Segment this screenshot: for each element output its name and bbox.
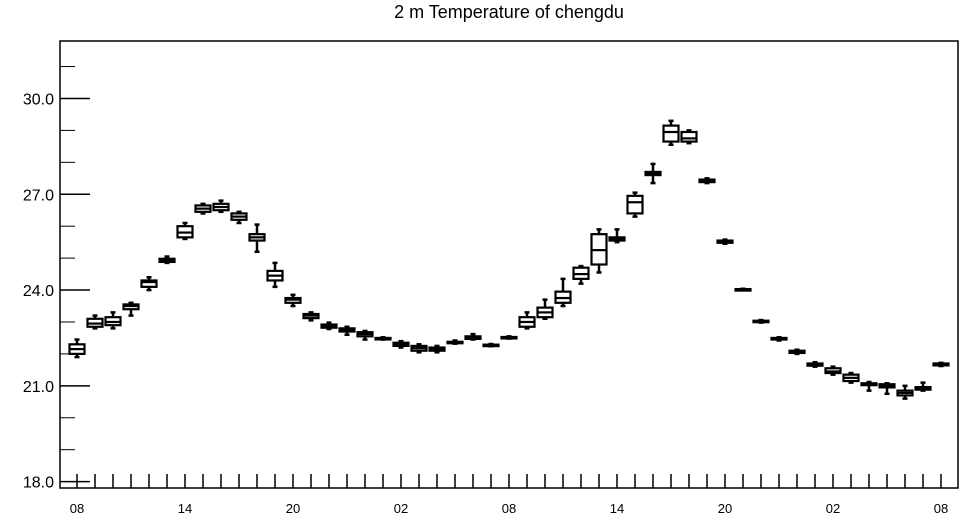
box-series (68, 119, 950, 400)
y-axis: 18.0 21.0 24.0 27.0 30.0 (23, 91, 90, 492)
box-body (662, 124, 680, 143)
box-16 (356, 329, 374, 341)
chart-title: 2 m Temperature of chengdu (394, 2, 624, 22)
box-4 (140, 276, 158, 292)
box-33 (662, 119, 680, 147)
box-body (140, 279, 158, 288)
x-tick-label: 14 (178, 501, 192, 516)
y-tick-label: 27.0 (23, 187, 54, 204)
x-tick-label: 02 (394, 501, 408, 516)
box-43 (842, 371, 860, 384)
box-31 (626, 191, 644, 218)
plot-frame (59, 40, 959, 489)
box-42 (824, 365, 842, 376)
y-tick-label: 18.0 (23, 475, 54, 492)
box-30 (608, 228, 626, 244)
box-14 (320, 321, 338, 331)
box-28 (572, 264, 590, 285)
box-37 (734, 287, 752, 292)
box-39 (770, 336, 788, 342)
x-tick-label: 14 (610, 501, 624, 516)
x-axis: 08 14 20 02 08 14 20 02 08 (70, 474, 948, 516)
box-32 (644, 162, 662, 185)
box-36 (716, 238, 734, 245)
box-26 (536, 298, 554, 321)
box-3 (122, 301, 140, 317)
box-8 (212, 199, 230, 214)
box-18 (392, 339, 410, 349)
y-tick-label: 21.0 (23, 379, 54, 396)
box-10 (248, 223, 266, 253)
box-21 (446, 339, 464, 345)
box-5 (158, 255, 176, 265)
box-41 (806, 360, 824, 368)
x-tick-label: 08 (70, 501, 84, 516)
x-tick-label: 02 (826, 501, 840, 516)
x-tick-label: 08 (502, 501, 516, 516)
box-body (626, 194, 644, 215)
box-17 (374, 336, 392, 341)
minor-ticks (60, 66, 75, 451)
box-9 (230, 210, 248, 225)
box-20 (428, 344, 446, 354)
box-27 (554, 277, 572, 308)
box-23 (482, 342, 500, 348)
box-1 (86, 314, 104, 330)
box-34 (680, 129, 698, 145)
box-2 (104, 311, 122, 330)
x-tick-label: 20 (718, 501, 732, 516)
box-0 (68, 338, 86, 359)
box-12 (284, 293, 302, 308)
box-29 (590, 228, 608, 274)
y-tick-label: 24.0 (23, 283, 54, 300)
x-tick-label: 08 (934, 501, 948, 516)
box-22 (464, 332, 482, 341)
y-tick-label: 30.0 (23, 91, 54, 108)
box-body (680, 130, 698, 143)
box-6 (176, 221, 194, 241)
box-45 (878, 382, 896, 396)
box-47 (914, 381, 932, 392)
box-44 (860, 380, 878, 392)
box-15 (338, 325, 356, 336)
box-46 (896, 384, 914, 400)
box-38 (752, 318, 770, 324)
box-11 (266, 261, 284, 289)
box-40 (788, 348, 806, 356)
box-48 (932, 361, 950, 368)
box-19 (410, 343, 428, 354)
x-tick-label: 20 (286, 501, 300, 516)
box-7 (194, 202, 212, 215)
box-25 (518, 311, 536, 330)
box-24 (500, 335, 518, 340)
box-35 (698, 177, 716, 185)
box-13 (302, 311, 320, 322)
